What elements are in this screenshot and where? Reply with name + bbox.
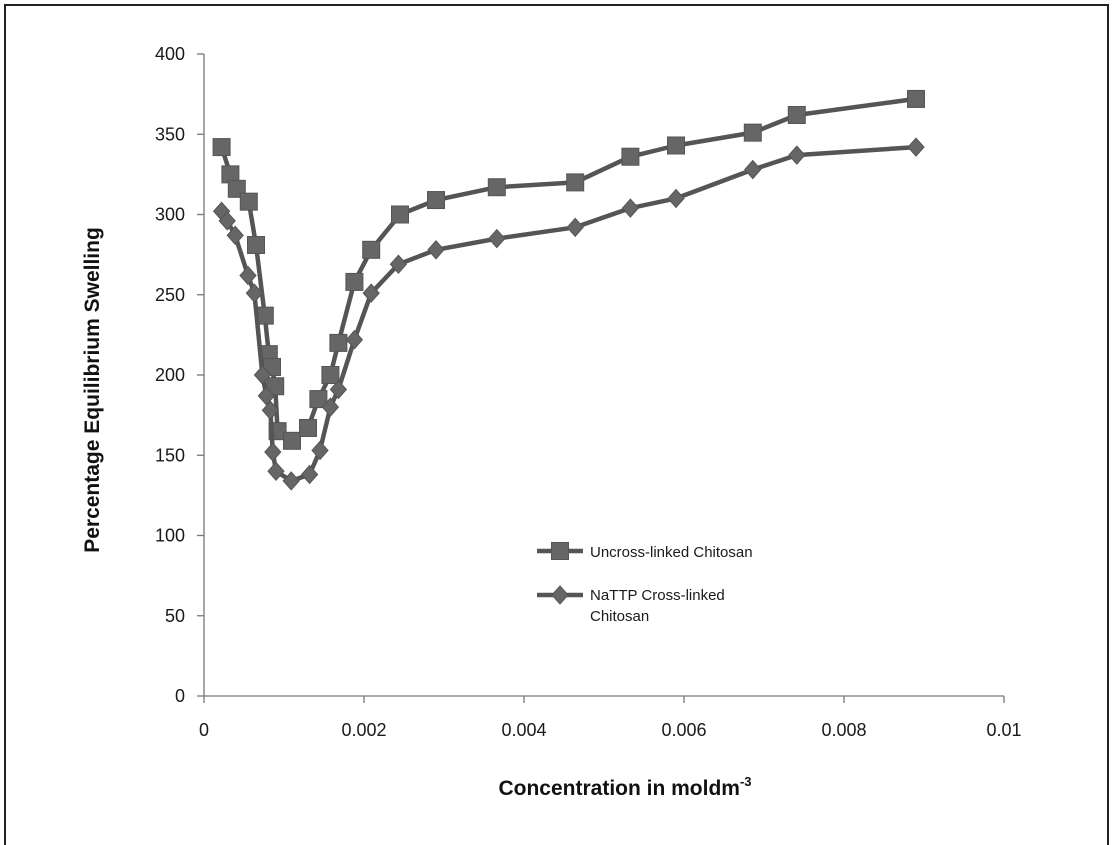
crosslinked-point	[566, 217, 584, 238]
crosslinked-point	[321, 397, 340, 417]
series-group-0	[212, 89, 925, 450]
crosslinked-point	[226, 225, 244, 246]
crosslinked-point	[621, 198, 640, 218]
y-tick-label: 300	[155, 205, 185, 225]
uncross-linked-point	[212, 138, 231, 157]
legend-label: Uncross-linked Chitosan	[590, 544, 753, 561]
legend-item-1: NaTTP Cross-linked Chitosan	[537, 585, 725, 625]
crosslinked-point	[788, 145, 806, 165]
series-line-0	[219, 96, 919, 444]
x-axis-title: Concentration in moldm-3	[498, 774, 751, 800]
legend-item-0: Uncross-linked Chitosan	[537, 542, 753, 561]
x-tick-label: 0.01	[986, 720, 1021, 740]
crosslinked-point	[329, 379, 348, 400]
y-tick-label: 100	[155, 526, 185, 546]
y-tick-label: 150	[155, 445, 185, 465]
crosslinked-point	[300, 464, 319, 485]
crosslinked-point	[264, 442, 282, 462]
uncross-linked-point	[362, 240, 381, 259]
uncross-linked-point	[309, 390, 328, 409]
legend-swatch-marker	[551, 542, 569, 560]
y-tick-label: 0	[175, 686, 185, 706]
uncross-linked-point	[329, 333, 348, 352]
crosslinked-point	[427, 240, 445, 260]
uncross-linked-point	[566, 173, 585, 192]
y-tick-label: 350	[155, 124, 185, 144]
legend-swatch-marker	[551, 585, 569, 605]
crosslinked-point	[667, 188, 685, 209]
uncross-linked-point	[787, 105, 806, 124]
y-tick-label: 50	[165, 606, 185, 626]
crosslinked-point	[744, 159, 762, 180]
crosslinked-point	[257, 386, 276, 406]
uncross-linked-point	[247, 235, 265, 254]
legend-label: Chitosan	[590, 608, 649, 625]
uncross-linked-point	[283, 431, 301, 450]
x-axis-title-superscript: -3	[740, 774, 752, 789]
y-tick-label: 250	[155, 285, 185, 305]
crosslinked-point	[261, 400, 280, 421]
crosslinked-point	[218, 211, 236, 231]
uncross-linked-point	[299, 418, 317, 437]
series-group-1	[212, 137, 925, 491]
crosslinked-point	[239, 265, 257, 286]
uncross-linked-point	[239, 192, 258, 211]
crosslinked-point	[253, 365, 272, 385]
uncross-linked-point	[743, 123, 762, 142]
y-axis-title: Percentage Equilibrium Swelling	[81, 227, 104, 553]
crosslinked-point	[267, 461, 285, 482]
x-tick-label: 0.002	[341, 720, 386, 740]
uncross-linked-point	[487, 178, 506, 197]
uncross-linked-point	[907, 89, 925, 108]
crosslinked-point	[362, 283, 380, 303]
x-tick-label: 0	[199, 720, 209, 740]
crosslinked-point	[245, 283, 264, 303]
series-line-1	[219, 144, 919, 484]
crosslinked-point	[488, 228, 506, 249]
x-tick-label: 0.004	[501, 720, 546, 740]
uncross-linked-point	[427, 191, 445, 210]
x-tick-label: 0.008	[821, 720, 866, 740]
crosslinked-point	[907, 137, 925, 157]
uncross-linked-point	[321, 366, 340, 384]
legend-label: NaTTP Cross-linked	[590, 587, 725, 604]
y-tick-label: 200	[155, 365, 185, 385]
uncross-linked-point	[621, 147, 640, 166]
crosslinked-point	[311, 440, 329, 461]
crosslinked-point	[345, 329, 364, 350]
y-tick-label: 400	[155, 44, 185, 64]
crosslinked-point	[389, 254, 408, 275]
chart-border	[4, 4, 1109, 845]
uncross-linked-point	[391, 205, 409, 224]
uncross-linked-point	[667, 136, 685, 155]
crosslinked-point	[282, 471, 300, 491]
x-tick-label: 0.006	[661, 720, 706, 740]
uncross-linked-point	[345, 272, 364, 291]
x-axis-title-main: Concentration in moldm	[498, 777, 740, 800]
